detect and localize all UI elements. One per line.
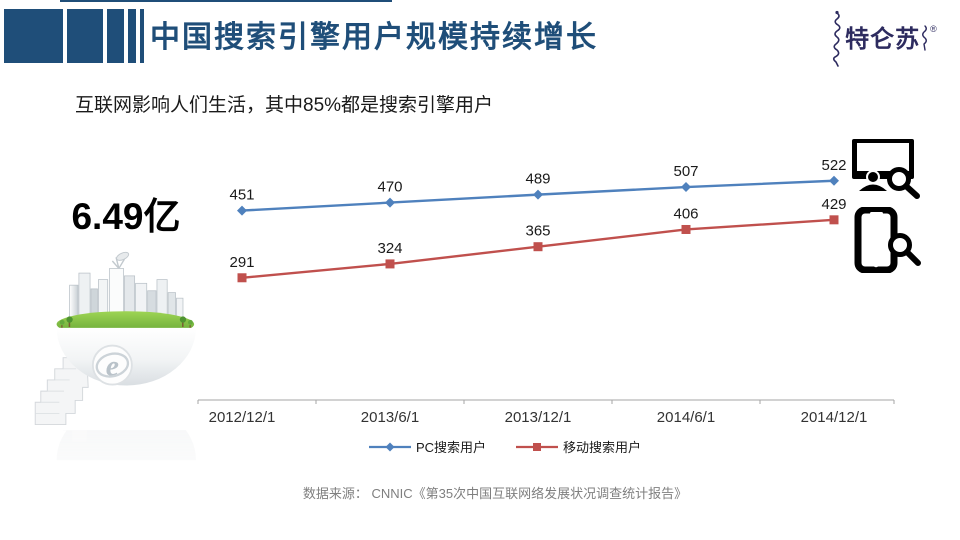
total-users-number: 6.49亿 xyxy=(71,196,181,237)
data-label: 429 xyxy=(821,196,846,213)
pc-search-icon xyxy=(847,137,923,199)
x-axis-label: 2013/6/1 xyxy=(361,409,419,426)
svg-text:e: e xyxy=(106,350,119,382)
diamond-marker xyxy=(681,182,691,193)
internet-e-icon: e xyxy=(91,344,133,386)
legend-marker-icon xyxy=(368,442,411,451)
diamond-marker xyxy=(829,175,839,186)
x-axis-label: 2014/12/1 xyxy=(801,409,868,426)
deco-bar xyxy=(67,9,103,63)
data-label: 365 xyxy=(525,223,550,240)
deco-bar xyxy=(4,9,63,63)
x-axis-label: 2014/6/1 xyxy=(657,409,715,426)
square-marker xyxy=(237,273,247,283)
deco-bar xyxy=(140,9,144,63)
legend-marker-icon xyxy=(516,442,559,451)
page-title: 中国搜索引擎用户规模持续增长 xyxy=(150,21,598,54)
diamond-marker xyxy=(237,205,247,216)
data-label: 291 xyxy=(229,254,254,271)
top-edge-line xyxy=(60,0,392,2)
legend-label: PC搜索用户 xyxy=(415,440,487,455)
mongolian-script-small-icon xyxy=(922,25,928,51)
legend-item-移动搜索用户: 移动搜索用户 xyxy=(516,437,641,456)
brand-logo: 特仑苏 ® xyxy=(818,10,948,76)
mini-trees xyxy=(59,316,193,329)
data-label: 507 xyxy=(673,163,698,180)
data-label: 324 xyxy=(377,240,402,257)
mobile-search-icon xyxy=(847,206,923,274)
data-label: 489 xyxy=(525,171,550,188)
data-label: 470 xyxy=(377,179,402,196)
data-label: 406 xyxy=(673,205,698,222)
square-marker xyxy=(829,215,839,225)
legend-item-PC搜索用户: PC搜索用户 xyxy=(368,437,487,456)
mongolian-script-icon xyxy=(833,10,841,67)
satellite-antenna-icon xyxy=(111,251,130,269)
chart-legend: PC搜索用户 移动搜索用户 xyxy=(150,437,860,456)
square-marker xyxy=(681,224,691,234)
deco-bar xyxy=(107,9,124,63)
deco-bar xyxy=(128,9,136,63)
city-globe-illustration: e xyxy=(22,248,212,432)
diamond-marker xyxy=(385,197,395,208)
x-axis-label: 2012/12/1 xyxy=(209,409,276,426)
square-marker xyxy=(533,242,543,252)
diamond-marker xyxy=(533,189,543,200)
subtitle-text: 互联网影响人们生活，其中85%都是搜索引擎用户 xyxy=(75,95,494,116)
brand-name: 特仑苏 xyxy=(845,26,921,53)
line-chart: 2012/12/1 2013/6/1 2013/12/1 2014/6/1 2014/1… xyxy=(197,157,895,426)
legend-label: 移动搜索用户 xyxy=(563,440,642,455)
data-label: 522 xyxy=(821,157,846,174)
square-marker xyxy=(385,259,395,269)
data-source-text: 数据来源： CNNIC《第35次中国互联网络发展状况调查统计报告》 xyxy=(302,486,688,501)
title-decoration-bars xyxy=(4,9,148,63)
data-label: 451 xyxy=(229,187,254,204)
registered-mark: ® xyxy=(930,24,937,34)
x-axis-label: 2013/12/1 xyxy=(505,409,572,426)
city-globe-graphic: e xyxy=(34,251,196,426)
